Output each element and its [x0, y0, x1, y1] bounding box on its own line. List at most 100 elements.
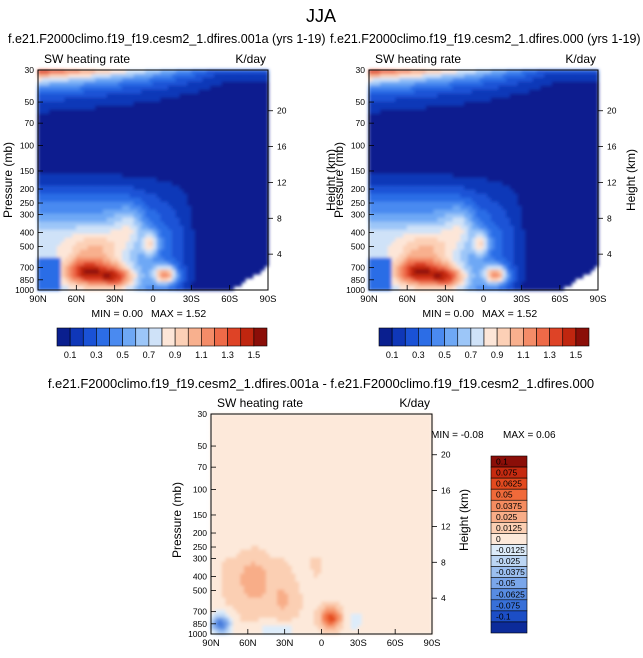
field-cell	[256, 85, 261, 91]
field-cell	[391, 97, 397, 103]
field-cell	[95, 185, 100, 191]
field-cell	[414, 165, 420, 171]
field-cell	[214, 101, 219, 107]
field-cell	[175, 237, 181, 243]
field-cell	[168, 221, 173, 227]
field-cell	[217, 137, 223, 143]
field-cell	[53, 169, 58, 175]
field-cell	[141, 165, 146, 171]
field-cell	[110, 129, 116, 135]
field-cell	[118, 129, 123, 135]
field-cell	[183, 193, 189, 199]
field-cell	[114, 153, 120, 159]
field-cell	[244, 245, 250, 251]
field-cell	[41, 129, 47, 135]
field-cell	[509, 109, 515, 115]
field-cell	[79, 97, 85, 103]
field-cell	[399, 157, 404, 163]
field-cell	[437, 153, 443, 159]
field-cell	[395, 157, 401, 163]
field-cell	[217, 225, 223, 231]
field-cell	[49, 97, 54, 103]
field-cell	[175, 133, 181, 139]
field-cell	[210, 113, 215, 119]
field-cell	[540, 121, 546, 127]
field-cell	[441, 73, 446, 79]
field-cell	[168, 161, 173, 167]
field-cell	[152, 265, 158, 271]
field-cell	[372, 109, 378, 115]
field-cell	[187, 281, 192, 287]
field-cell	[164, 133, 169, 139]
field-cell	[487, 157, 492, 163]
field-cell	[260, 77, 265, 83]
field-cell	[483, 109, 488, 115]
field-cell	[68, 105, 74, 111]
field-cell	[244, 153, 250, 159]
field-cell	[41, 177, 47, 183]
field-cell	[387, 177, 393, 183]
field-cell	[237, 141, 242, 147]
field-cell	[60, 265, 66, 271]
field-cell	[260, 265, 265, 271]
field-cell	[372, 129, 378, 135]
field-cell	[129, 225, 135, 231]
field-cell	[441, 113, 446, 119]
field-cell	[513, 157, 519, 163]
field-cell	[129, 105, 135, 111]
field-cell	[372, 77, 378, 83]
field-cell	[433, 141, 439, 147]
field-cell	[368, 133, 374, 139]
field-cell	[237, 281, 242, 287]
field-cell	[406, 125, 412, 131]
field-cell	[221, 201, 227, 207]
field-cell	[387, 165, 393, 171]
field-cell	[79, 133, 85, 139]
field-cell	[532, 97, 538, 103]
field-cell	[414, 161, 420, 167]
field-cell	[137, 169, 143, 175]
field-cell	[171, 281, 177, 287]
field-cell	[559, 121, 565, 127]
field-cell	[187, 141, 192, 147]
field-cell	[125, 161, 131, 167]
field-cell	[529, 85, 534, 91]
field-cell	[171, 93, 177, 99]
field-cell	[414, 125, 420, 131]
field-cell	[441, 129, 446, 135]
field-cell	[91, 81, 97, 87]
field-cell	[582, 117, 588, 123]
field-cell	[540, 101, 546, 107]
field-cell	[118, 137, 123, 143]
field-cell	[129, 177, 135, 183]
field-cell	[53, 249, 58, 255]
field-cell	[368, 161, 374, 167]
field-cell	[87, 221, 93, 227]
field-cell	[175, 217, 181, 223]
field-cell	[83, 189, 89, 195]
field-cell	[582, 89, 588, 95]
field-cell	[225, 101, 231, 107]
field-cell	[102, 129, 108, 135]
field-cell	[502, 73, 507, 79]
y-tick-label: 50	[25, 97, 35, 107]
field-cell	[422, 101, 427, 107]
field-cell	[248, 141, 254, 147]
field-cell	[137, 125, 143, 131]
field-cell	[429, 149, 435, 155]
field-cell	[217, 133, 223, 139]
field-cell	[141, 153, 146, 159]
field-cell	[475, 141, 481, 147]
field-cell	[248, 121, 254, 127]
field-cell	[252, 121, 258, 127]
field-cell	[414, 121, 420, 127]
field-cell	[41, 233, 47, 239]
field-cell	[536, 161, 542, 167]
field-cell	[425, 101, 431, 107]
field-cell	[217, 129, 223, 135]
field-cell	[383, 137, 389, 143]
field-cell	[160, 141, 166, 147]
field-cell	[368, 81, 374, 87]
field-cell	[422, 73, 427, 79]
field-cell	[118, 249, 123, 255]
